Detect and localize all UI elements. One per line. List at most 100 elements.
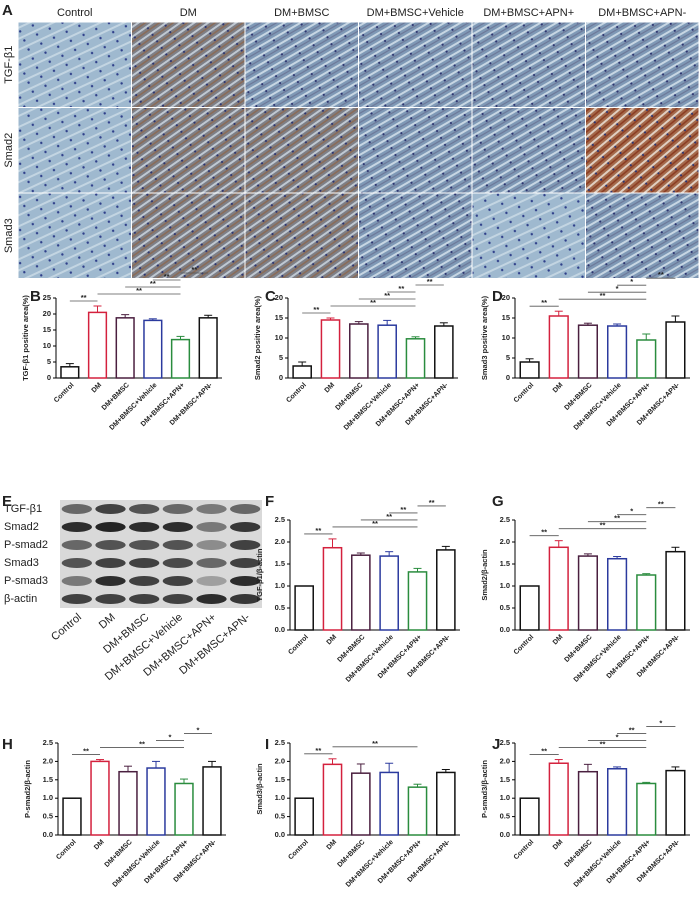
- blot-band: [129, 576, 160, 586]
- bar: [170, 338, 191, 379]
- significance-label: *: [616, 284, 619, 293]
- significance-label: **: [315, 526, 321, 535]
- x-tick-label: DM+BMSC+Vehicle: [343, 382, 393, 432]
- bar: [407, 571, 428, 631]
- x-tick-label: DM+BMSC: [564, 634, 594, 664]
- x-tick-label: DM: [93, 839, 106, 852]
- x-tick-label: DM+BMSC: [104, 839, 134, 869]
- significance-label: *: [616, 733, 619, 742]
- blot-band: [95, 522, 126, 532]
- blot-band: [129, 504, 160, 514]
- blot-band: [129, 522, 160, 532]
- bar: [322, 546, 343, 631]
- x-tick-label: DM: [324, 382, 337, 395]
- significance-label: **: [658, 270, 664, 279]
- blot-band: [162, 522, 193, 532]
- blot-band: [129, 540, 160, 550]
- y-tick-label: 20: [502, 293, 510, 302]
- y-tick-label: 15: [43, 325, 51, 334]
- x-tick-label: Control: [513, 382, 536, 405]
- bar: [665, 321, 686, 379]
- y-tick-label: 1.5: [275, 775, 285, 784]
- y-tick-label: 2.5: [500, 738, 510, 747]
- x-tick-label: Control: [285, 382, 308, 405]
- blot-band: [95, 540, 126, 550]
- bar: [90, 760, 110, 836]
- y-tick-label: 2.0: [500, 537, 510, 546]
- bar: [636, 574, 657, 631]
- bar: [607, 768, 628, 836]
- blot-band: [196, 558, 227, 568]
- bar: [436, 549, 456, 631]
- significance-label: **: [384, 291, 390, 300]
- micrograph: [359, 108, 472, 193]
- y-tick-label: 0: [279, 373, 283, 382]
- micrograph: [132, 193, 245, 278]
- blot-band: [162, 558, 193, 568]
- micrograph: [472, 108, 585, 193]
- bar: [146, 767, 166, 836]
- blot-band: [230, 594, 261, 604]
- y-axis-label: Smad3 positive area(%): [480, 295, 489, 380]
- blot-row-label: P-smad2: [4, 539, 48, 551]
- blot-band: [61, 594, 92, 604]
- y-tick-label: 25: [43, 293, 51, 302]
- x-tick-label: DM: [326, 839, 339, 852]
- bar: [115, 317, 135, 379]
- y-tick-label: 2.5: [500, 515, 510, 524]
- blot-band: [162, 540, 193, 550]
- blot-band: [196, 594, 227, 604]
- y-tick-label: 1.5: [275, 559, 285, 568]
- bar: [548, 546, 569, 631]
- micrograph: [18, 108, 131, 193]
- significance-label: *: [197, 726, 200, 735]
- significance-label: **: [372, 739, 378, 748]
- panel-letter: J: [492, 736, 500, 753]
- significance-label: **: [315, 746, 321, 755]
- x-tick-label: DM+BMSC+Vehicle: [345, 634, 395, 684]
- blot-band: [61, 576, 92, 586]
- bar: [118, 770, 138, 836]
- bar: [519, 585, 540, 631]
- y-tick-label: 0.5: [275, 603, 285, 612]
- y-tick-label: 2.5: [43, 738, 53, 747]
- y-tick-label: 2.0: [43, 756, 53, 765]
- blot-band: [129, 558, 160, 568]
- bar: [202, 766, 222, 836]
- micrograph: [132, 108, 245, 193]
- row-label: Smad2: [3, 133, 15, 168]
- y-tick-label: 0.5: [500, 603, 510, 612]
- significance-label: **: [372, 519, 378, 528]
- blot-band: [61, 504, 92, 514]
- bar: [607, 325, 628, 379]
- bar: [87, 311, 108, 379]
- bar: [322, 763, 343, 836]
- significance-label: **: [614, 514, 620, 523]
- y-tick-label: 1.5: [500, 775, 510, 784]
- significance-label: **: [398, 284, 404, 293]
- bar: [577, 770, 598, 836]
- x-tick-label: DM+BMSC: [336, 634, 366, 664]
- bar: [548, 762, 569, 836]
- blot-band: [196, 522, 227, 532]
- significance-label: **: [191, 265, 197, 274]
- blot-band: [61, 558, 92, 568]
- y-tick-label: 0.0: [275, 830, 285, 839]
- y-tick-label: 1.0: [275, 793, 285, 802]
- panel-letter: D: [492, 288, 503, 305]
- bar: [636, 339, 657, 379]
- y-tick-label: 0.5: [275, 812, 285, 821]
- blot-row-label: P-smad3: [4, 575, 48, 587]
- micrograph: [586, 193, 699, 278]
- micrograph: [586, 108, 699, 193]
- y-axis-label: P-smad2/β-actin: [23, 760, 32, 818]
- micrograph: [245, 108, 358, 193]
- panel-letter: A: [2, 2, 13, 19]
- y-tick-label: 1.0: [43, 793, 53, 802]
- y-axis-label: TGF-β1 positive area(%): [21, 295, 30, 381]
- bar: [636, 782, 657, 836]
- y-tick-label: 1.0: [500, 581, 510, 590]
- panel-letter: F: [265, 493, 274, 510]
- significance-label: **: [658, 500, 664, 509]
